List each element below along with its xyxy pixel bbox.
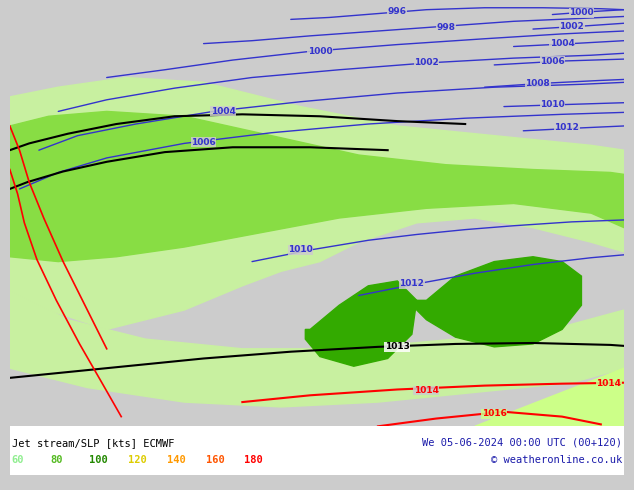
Text: 100: 100 [89,455,108,466]
Polygon shape [10,77,624,329]
Text: 1013: 1013 [385,343,410,351]
Text: 1010: 1010 [540,100,565,109]
Bar [10,426,624,475]
Text: Jet stream/SLP [kts] ECMWF: Jet stream/SLP [kts] ECMWF [12,438,174,448]
Text: 1004: 1004 [210,107,235,116]
Text: 1006: 1006 [191,138,216,147]
Text: 1016: 1016 [482,409,507,418]
Text: We 05-06-2024 00:00 UTC (00+120): We 05-06-2024 00:00 UTC (00+120) [422,438,622,448]
Text: 1014: 1014 [596,379,621,388]
Polygon shape [306,281,417,366]
Text: 1008: 1008 [526,79,550,88]
Text: 180: 180 [244,455,263,466]
Text: © weatheronline.co.uk: © weatheronline.co.uk [491,455,622,466]
Text: 1000: 1000 [307,47,332,56]
Text: 1012: 1012 [399,279,424,289]
Polygon shape [10,291,624,407]
Text: 1002: 1002 [559,22,584,31]
Polygon shape [10,111,624,262]
Text: 120: 120 [128,455,147,466]
Text: 996: 996 [388,7,407,16]
Text: 1000: 1000 [569,8,594,17]
Text: 1002: 1002 [414,58,439,68]
Text: 160: 160 [205,455,224,466]
Text: 1004: 1004 [550,39,574,48]
Polygon shape [412,257,581,347]
Text: 1014: 1014 [414,386,439,395]
Text: 998: 998 [436,23,455,32]
Text: 140: 140 [167,455,186,466]
Text: 60: 60 [12,455,24,466]
Text: 80: 80 [51,455,63,466]
Text: 1010: 1010 [288,245,313,254]
Text: 1012: 1012 [555,123,579,132]
Polygon shape [475,368,624,426]
Text: 1006: 1006 [540,56,565,66]
